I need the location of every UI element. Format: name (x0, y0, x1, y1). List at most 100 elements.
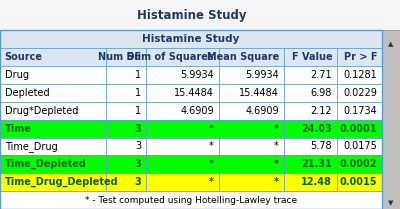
Bar (106, 102, 146, 120)
Bar (146, 48, 218, 66)
Bar (284, 155, 337, 173)
Bar (146, 102, 218, 120)
Text: Time_Drug_Depleted: Time_Drug_Depleted (4, 177, 118, 187)
Text: *: * (209, 124, 214, 134)
Bar (218, 173, 284, 191)
Bar (337, 120, 382, 138)
Bar (218, 66, 284, 84)
Text: 3: 3 (135, 141, 141, 152)
Text: 5.9934: 5.9934 (180, 70, 214, 80)
Bar (337, 155, 382, 173)
Bar (337, 138, 382, 155)
Text: Source: Source (4, 52, 42, 62)
Text: *: * (274, 177, 279, 187)
Text: 15.4484: 15.4484 (174, 88, 214, 98)
Text: Sum of Squares: Sum of Squares (127, 52, 214, 62)
Text: F Value: F Value (292, 52, 332, 62)
Text: Time: Time (4, 124, 32, 134)
Text: 0.0229: 0.0229 (344, 88, 378, 98)
Bar (0, 30, 382, 48)
Bar (106, 138, 146, 155)
Bar (0, 120, 106, 138)
Bar (106, 120, 146, 138)
Text: Pr > F: Pr > F (344, 52, 378, 62)
Bar (106, 66, 146, 84)
Bar (337, 102, 382, 120)
Text: 0.0001: 0.0001 (340, 124, 378, 134)
Bar (146, 66, 218, 84)
Bar (106, 84, 146, 102)
Bar (146, 173, 218, 191)
Bar (218, 48, 284, 66)
Bar (337, 48, 382, 66)
Bar (146, 155, 218, 173)
Text: 0.0015: 0.0015 (340, 177, 378, 187)
Bar (0, 173, 106, 191)
Bar (284, 138, 337, 155)
Bar (218, 102, 284, 120)
Text: Histamine Study: Histamine Study (142, 34, 240, 44)
Text: 0.1734: 0.1734 (344, 106, 378, 116)
Text: 5.9934: 5.9934 (245, 70, 279, 80)
Text: 3: 3 (134, 159, 141, 169)
Text: Drug: Drug (4, 70, 28, 80)
Bar (284, 66, 337, 84)
Bar (106, 155, 146, 173)
Text: *: * (209, 177, 214, 187)
Bar (337, 84, 382, 102)
Text: 3: 3 (134, 177, 141, 187)
Bar (218, 120, 284, 138)
Text: 1: 1 (135, 70, 141, 80)
Bar (106, 173, 146, 191)
Bar (284, 102, 337, 120)
Text: 21.31: 21.31 (301, 159, 332, 169)
Text: Histamine Study: Histamine Study (137, 9, 247, 22)
Bar (218, 138, 284, 155)
Text: 0.0175: 0.0175 (344, 141, 378, 152)
Text: 1: 1 (135, 106, 141, 116)
Text: *: * (274, 141, 279, 152)
Text: *: * (274, 159, 279, 169)
Text: 6.98: 6.98 (311, 88, 332, 98)
Text: 0.1281: 0.1281 (344, 70, 378, 80)
Text: 15.4484: 15.4484 (239, 88, 279, 98)
Text: 2.12: 2.12 (310, 106, 332, 116)
Text: 0.0002: 0.0002 (340, 159, 378, 169)
Text: Depleted: Depleted (4, 88, 49, 98)
Bar (0, 155, 106, 173)
Text: Mean Square: Mean Square (207, 52, 279, 62)
Text: 1: 1 (135, 88, 141, 98)
Text: Num DF: Num DF (98, 52, 141, 62)
Bar (146, 120, 218, 138)
Bar (284, 120, 337, 138)
Text: ▼: ▼ (388, 201, 394, 207)
Bar (284, 173, 337, 191)
Text: Time_Drug: Time_Drug (4, 141, 57, 152)
Text: Drug*Depleted: Drug*Depleted (4, 106, 78, 116)
Bar (284, 48, 337, 66)
Bar (0, 84, 106, 102)
Text: 5.78: 5.78 (310, 141, 332, 152)
Bar (0, 102, 106, 120)
Text: 24.03: 24.03 (301, 124, 332, 134)
Bar (0, 191, 382, 209)
Text: 4.6909: 4.6909 (180, 106, 214, 116)
Bar (0, 48, 106, 66)
Text: * - Test computed using Hotelling-Lawley trace: * - Test computed using Hotelling-Lawley… (85, 196, 297, 205)
Text: 3: 3 (134, 124, 141, 134)
Text: *: * (209, 141, 214, 152)
Bar (146, 138, 218, 155)
Text: *: * (274, 124, 279, 134)
Text: 12.48: 12.48 (301, 177, 332, 187)
Text: ▲: ▲ (388, 42, 394, 48)
Bar (0, 66, 106, 84)
Bar (337, 66, 382, 84)
Bar (284, 84, 337, 102)
Text: 4.6909: 4.6909 (245, 106, 279, 116)
Bar (218, 84, 284, 102)
Text: *: * (209, 159, 214, 169)
Text: Time_Depleted: Time_Depleted (4, 159, 86, 169)
Text: 2.71: 2.71 (310, 70, 332, 80)
Bar (0, 138, 106, 155)
Bar (337, 173, 382, 191)
